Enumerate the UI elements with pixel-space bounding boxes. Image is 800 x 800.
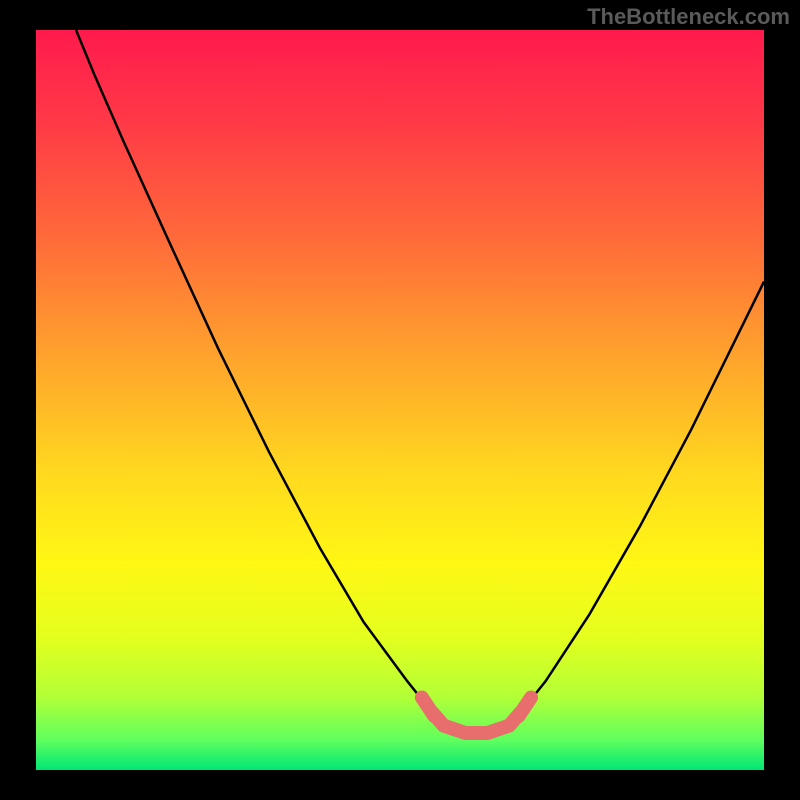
watermark-text: TheBottleneck.com (587, 4, 790, 30)
plot-area (36, 30, 764, 770)
curve-right-branch (520, 282, 764, 713)
bottleneck-curve (36, 30, 764, 770)
curve-left-branch (76, 30, 433, 713)
chart-container: TheBottleneck.com (0, 0, 800, 800)
bottom-optimal-segment (433, 713, 520, 733)
bottom-segment-cap-left (422, 697, 434, 716)
bottom-segment-cap-right (519, 697, 531, 716)
